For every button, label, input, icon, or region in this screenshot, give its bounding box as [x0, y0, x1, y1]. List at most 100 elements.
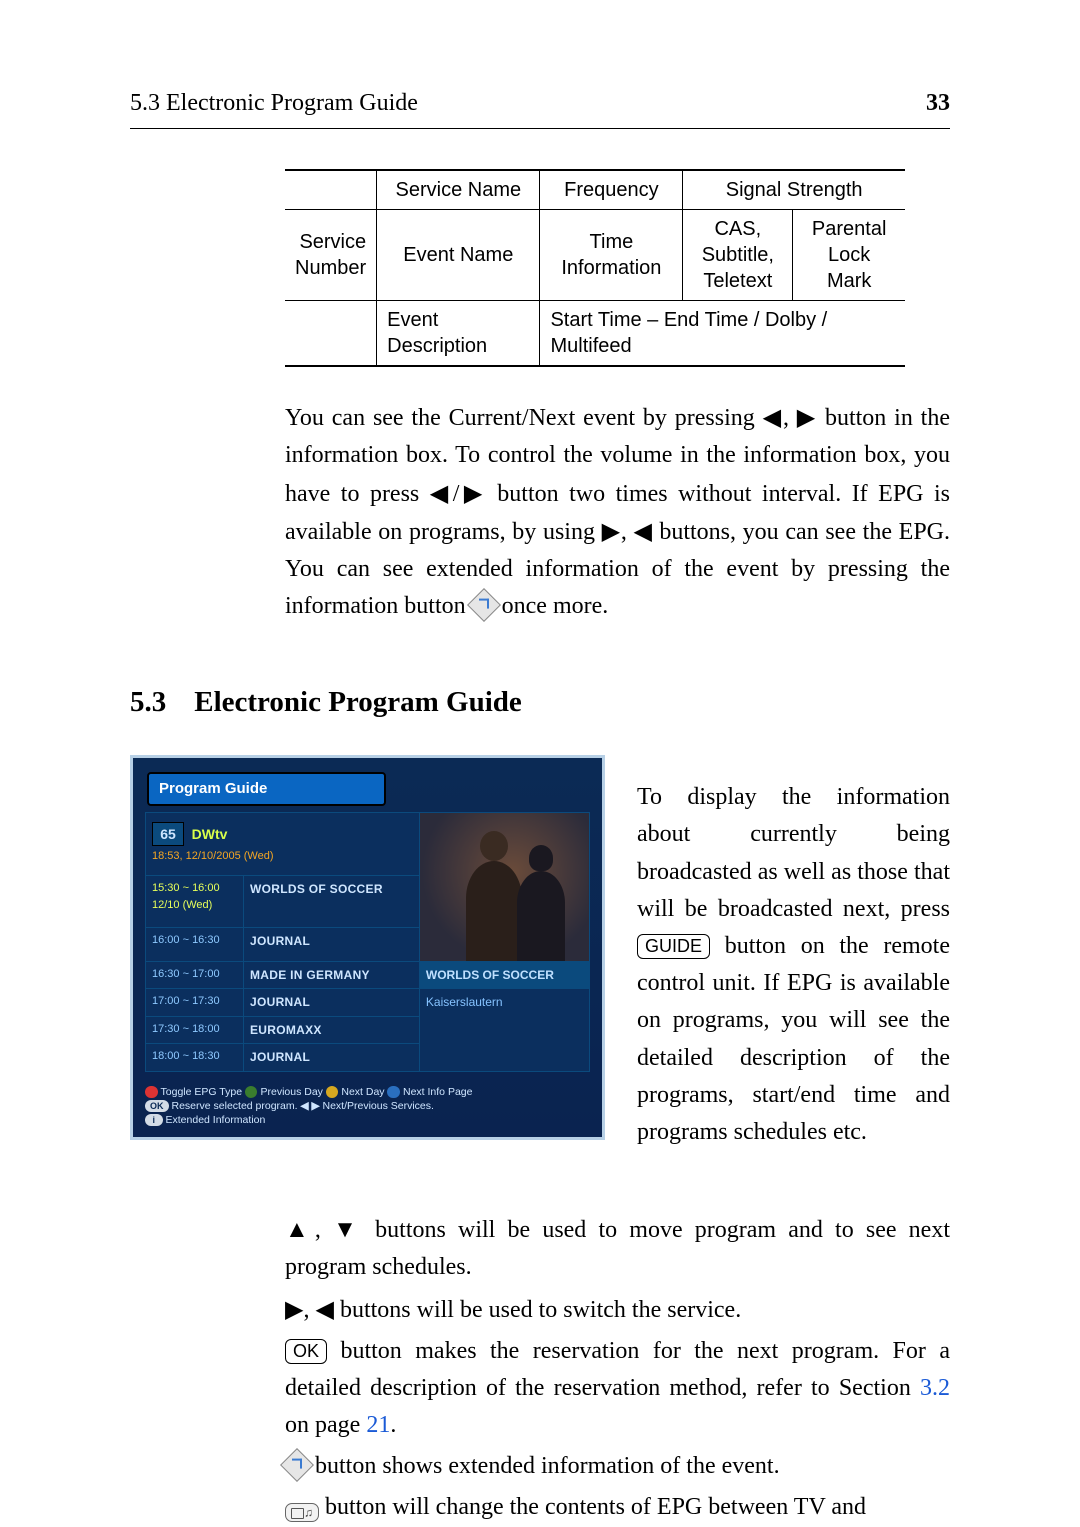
epg-program-cell: JOURNAL [244, 1044, 420, 1072]
text: Parental [812, 218, 887, 240]
text: Reserve selected program. [172, 1100, 298, 1112]
section-number: 5.3 [130, 680, 166, 725]
text: 12/10 (Wed) [152, 899, 212, 911]
text: , [621, 519, 634, 545]
epg-time-cell: 17:00 ~ 17:30 [146, 989, 244, 1017]
text: To display the information about current… [637, 784, 950, 922]
green-pill-icon [245, 1086, 258, 1098]
text: , [303, 1297, 315, 1323]
text: . [390, 1412, 396, 1438]
person-silhouette-icon [466, 861, 522, 961]
epg-datetime: 18:53, 12/10/2005 (Wed) [152, 848, 413, 865]
blue-pill-icon [387, 1086, 400, 1098]
epg-time-cell: 16:30 ~ 17:00 [146, 961, 244, 989]
text: Extended Information [166, 1114, 266, 1126]
ok-pill-icon: OK [145, 1100, 169, 1112]
left-arrow-icon: ◀ [763, 404, 783, 431]
text: Number [295, 257, 366, 279]
page: 5.3 Electronic Program Guide 33 Service … [0, 0, 1080, 1439]
text: buttons will be used to move program and… [285, 1217, 950, 1280]
text: Next Day [341, 1086, 384, 1098]
person-silhouette-icon [517, 871, 565, 961]
infobox-cell: Event Description [377, 301, 540, 367]
text: button makes the reservation for the nex… [285, 1338, 950, 1401]
infobox-cell: Parental Lock Mark [793, 210, 905, 301]
epg-table: 65 DWtv 18:53, 12/10/2005 (Wed) 15:30 ~ … [145, 812, 590, 1072]
guide-keycap: GUIDE [637, 934, 710, 959]
red-pill-icon [145, 1086, 158, 1098]
text: Information [561, 257, 661, 279]
infobox-cell: Event Name [377, 210, 540, 301]
tv-radio-button-icon: ♫ [285, 1503, 319, 1522]
epg-titlebar: Program Guide [147, 772, 386, 805]
text: Toggle EPG Type [161, 1086, 243, 1098]
epg-time-cell: 15:30 ~ 16:00 12/10 (Wed) [146, 875, 244, 927]
link-page-ref[interactable]: 21 [366, 1412, 390, 1438]
epg-time-cell: 18:00 ~ 18:30 [146, 1044, 244, 1072]
paragraph-epg: To display the information about current… [637, 779, 950, 1151]
epg-program-cell: MADE IN GERMANY [244, 961, 420, 989]
infobox-cell: Start Time – End Time / Dolby / Multifee… [540, 301, 905, 367]
info-pill-icon: i [145, 1114, 163, 1126]
epg-row: Program Guide 65 DWtv 18:53, 12/10/2005 … [130, 755, 950, 1175]
epg-program-cell: JOURNAL [244, 989, 420, 1017]
text: on page [285, 1412, 366, 1438]
text: button on the remote control unit. If EP… [637, 933, 950, 1145]
text: 15:30 ~ 16:00 [152, 882, 220, 894]
lower-list: ▲, ▼ buttons will be used to move progra… [285, 1211, 950, 1527]
right-arrow-icon: ▶ [459, 480, 486, 507]
text: , [315, 1217, 333, 1243]
text: Subtitle, [702, 244, 774, 266]
list-item: ▶, ◀ buttons will be used to switch the … [285, 1291, 950, 1329]
right-arrow-icon: ▶ [285, 1296, 303, 1323]
link-section-ref[interactable]: 3.2 [920, 1375, 950, 1401]
epg-program-cell: JOURNAL [244, 927, 420, 961]
text: CAS, [714, 218, 761, 240]
left-right-arrow-icon: ◀ ▶ [300, 1100, 319, 1112]
right-arrow-icon: ▶ [602, 518, 621, 545]
infobox-cell: Frequency [540, 170, 683, 210]
text: Next Info Page [403, 1086, 472, 1098]
epg-time-cell: 16:00 ~ 16:30 [146, 927, 244, 961]
text: button shows extended information of the… [309, 1453, 780, 1479]
text: Lock [828, 244, 870, 266]
epg-channel-cell: 65 DWtv 18:53, 12/10/2005 (Wed) [146, 812, 420, 875]
text: Teletext [703, 270, 772, 292]
epg-channel-name: DWtv [192, 826, 228, 842]
list-item: button shows extended information of the… [285, 1448, 950, 1485]
text: buttons will be used to switch the servi… [334, 1297, 741, 1323]
infobox-cell-empty [285, 170, 377, 210]
text: button will change the contents of EPG b… [319, 1494, 866, 1520]
header-page-number: 33 [926, 85, 950, 122]
epg-channel-number: 65 [152, 822, 184, 846]
down-arrow-icon: ▼ [333, 1216, 363, 1243]
list-item: ♫ button will change the contents of EPG… [285, 1489, 950, 1526]
epg-preview-desc: Kaiserslautern [419, 989, 589, 1072]
infobox-table: Service Name Frequency Signal Strength S… [285, 169, 905, 367]
text: You can see the Current/Next event by pr… [285, 405, 763, 431]
list-item: ▲, ▼ buttons will be used to move progra… [285, 1211, 950, 1286]
right-arrow-icon: ▶ [797, 404, 817, 431]
text: Previous Day [260, 1086, 322, 1098]
infobox-cell: CAS, Subtitle, Teletext [683, 210, 793, 301]
left-arrow-icon: ◀ [430, 480, 453, 507]
text: Next/Previous Services. [322, 1100, 433, 1112]
infobox-cell-empty [285, 301, 377, 367]
text: Service [299, 231, 366, 253]
left-arrow-icon: ◀ [634, 518, 653, 545]
infobox-cell: Service Number [285, 210, 377, 301]
epg-program-cell: WORLDS OF SOCCER [244, 875, 420, 927]
epg-preview-thumbnail [419, 812, 589, 961]
section-title: Electronic Program Guide [194, 680, 522, 725]
paragraph-info-box: You can see the Current/Next event by pr… [285, 399, 950, 625]
infobox-cell: Signal Strength [683, 170, 905, 210]
epg-program-cell: EUROMAXX [244, 1016, 420, 1044]
header-section: 5.3 Electronic Program Guide [130, 85, 418, 122]
text: , [783, 405, 797, 431]
section-heading: 5.3 Electronic Program Guide [130, 680, 950, 725]
infobox-cell: Time Information [540, 210, 683, 301]
yellow-pill-icon [326, 1086, 339, 1098]
text: Time [590, 231, 634, 253]
text: Mark [827, 270, 871, 292]
left-arrow-icon: ◀ [315, 1296, 333, 1323]
